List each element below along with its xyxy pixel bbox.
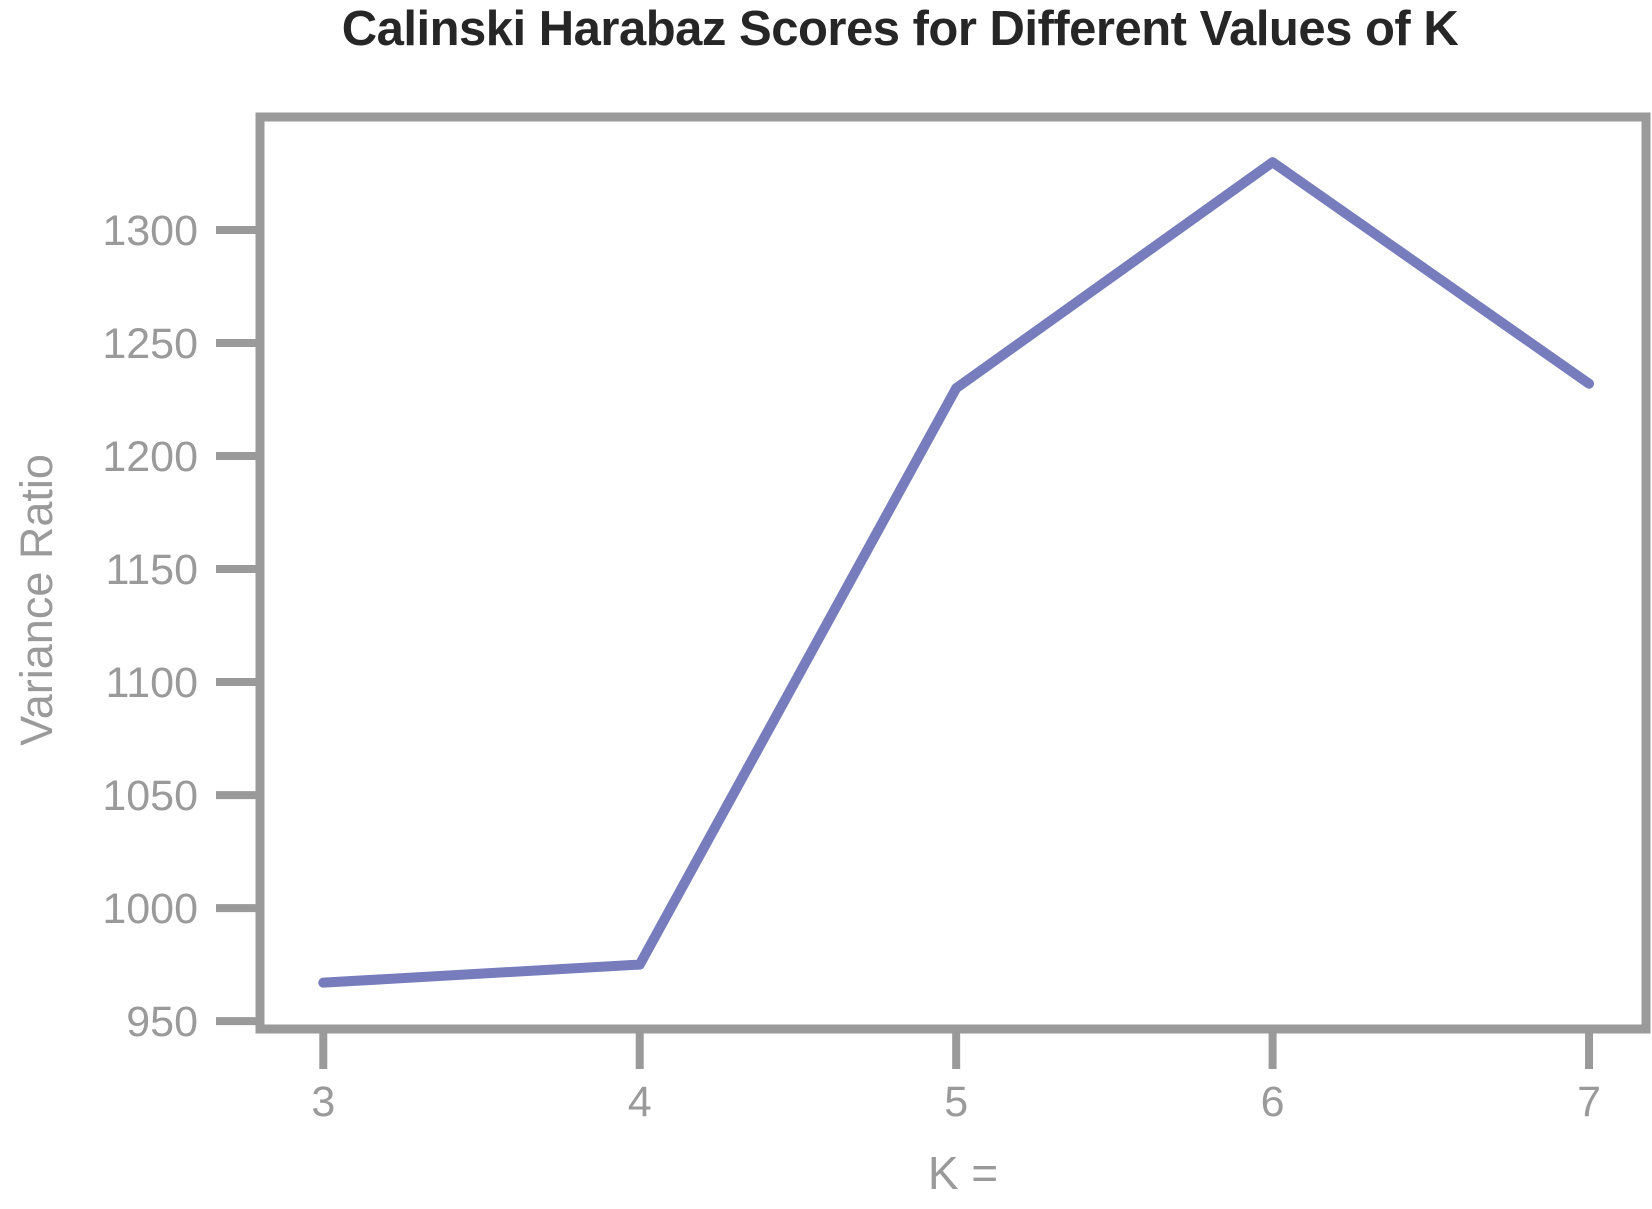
y-tick-label: 950	[126, 998, 198, 1046]
plot-frame	[255, 112, 1651, 1034]
y-tick-label: 1300	[102, 207, 198, 255]
x-axis-label: K =	[927, 1147, 999, 1199]
y-tick-label: 1150	[106, 546, 198, 594]
y-tick-label: 1200	[102, 433, 198, 481]
x-tick-label: 5	[944, 1078, 968, 1126]
y-tick-label: 1100	[106, 659, 198, 707]
score-line	[318, 157, 1595, 988]
y-tick-label: 1250	[102, 320, 198, 368]
y-tick-label: 1050	[102, 772, 198, 820]
x-tick-label: 4	[628, 1078, 652, 1126]
x-tick-label: 6	[1261, 1078, 1285, 1126]
chart-title: Calinski Harabaz Scores for Different Va…	[341, 2, 1459, 56]
x-tick-label: 3	[311, 1078, 335, 1126]
y-tick-label: 1000	[102, 885, 198, 933]
x-tick-label: 7	[1577, 1078, 1601, 1126]
